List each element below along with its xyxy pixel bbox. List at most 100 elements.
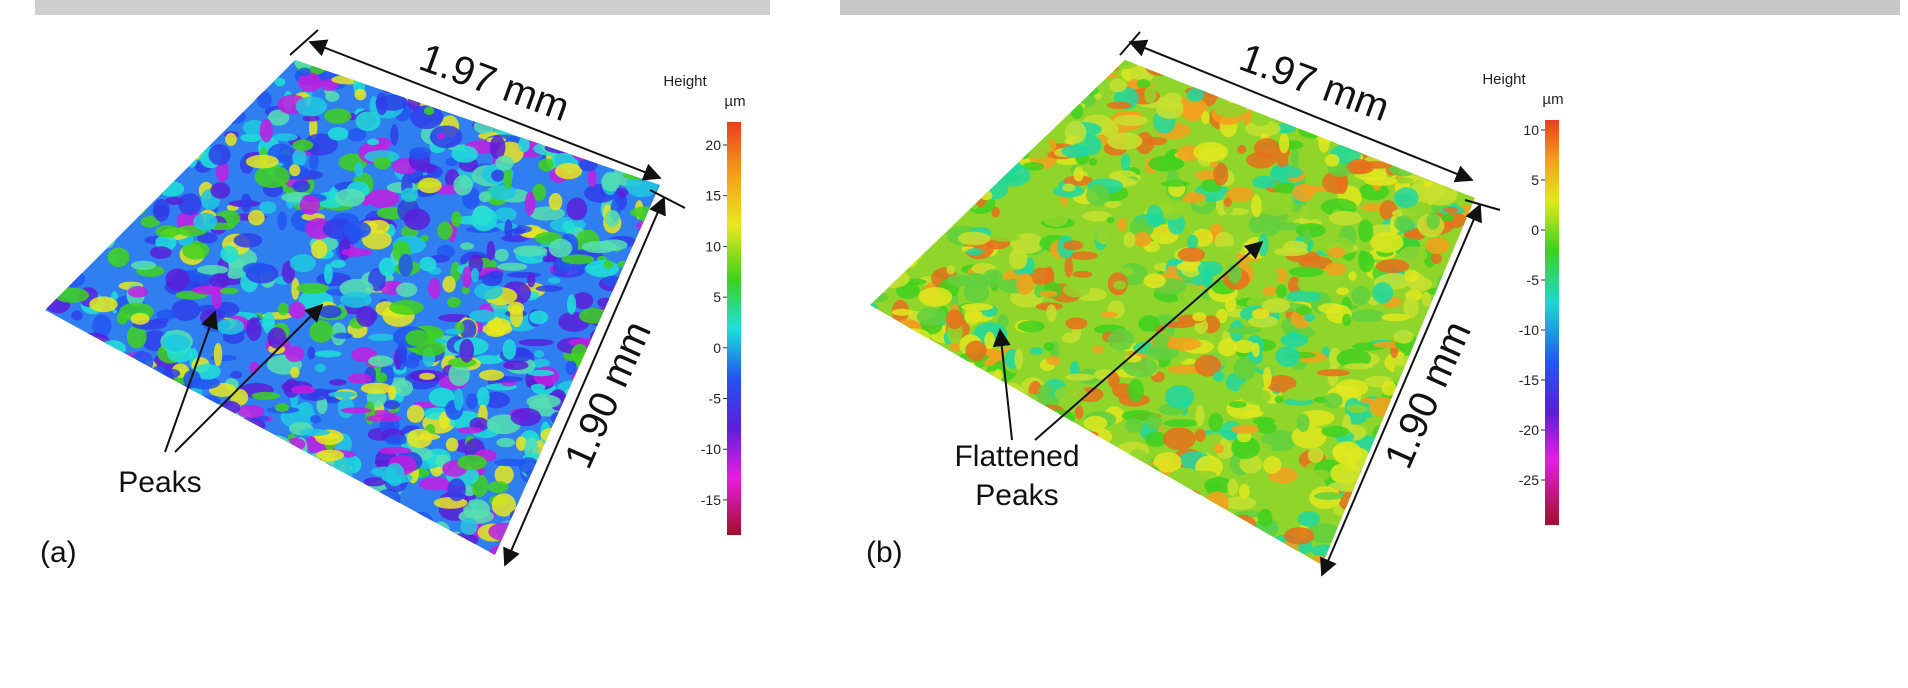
- surface-blob: [130, 312, 150, 325]
- surface-blob: [1174, 542, 1183, 552]
- surface-blob: [274, 77, 286, 87]
- surface-blob: [327, 391, 357, 398]
- surface-blob: [453, 388, 464, 411]
- surface-blob: [1351, 285, 1371, 306]
- surface-blob: [870, 108, 875, 120]
- surface-blob: [1382, 64, 1398, 81]
- surface-blob: [617, 260, 630, 268]
- surface-blob: [518, 338, 554, 347]
- surface-blob: [368, 355, 394, 367]
- surface-blob: [554, 502, 566, 519]
- surface-blob: [466, 393, 478, 409]
- surface-blob: [1062, 183, 1076, 192]
- surface-blob: [196, 120, 227, 133]
- surface-blob: [887, 248, 908, 259]
- surface-blob: [1413, 486, 1424, 503]
- surface-blob: [1422, 522, 1455, 538]
- surface-blob: [400, 187, 419, 203]
- surface-blob: [79, 360, 96, 367]
- surface-blob: [1434, 529, 1462, 550]
- surface-blob: [1292, 183, 1315, 202]
- surface-blob: [548, 192, 563, 211]
- surface-blob: [261, 501, 289, 519]
- surface-blob: [1184, 475, 1204, 492]
- surface-blob: [246, 317, 262, 342]
- surface-blob: [1043, 341, 1055, 352]
- surface-blob: [102, 128, 115, 138]
- surface-blob: [1040, 290, 1058, 297]
- surface-blob: [1148, 155, 1185, 172]
- annotation: Peaks: [118, 466, 201, 499]
- surface-blob: [126, 75, 149, 89]
- surface-blob: [60, 269, 85, 288]
- surface-blob: [941, 178, 967, 198]
- surface-blob: [889, 169, 926, 177]
- surface-blob: [251, 391, 280, 400]
- surface-blob: [160, 136, 184, 143]
- surface-blob: [870, 187, 891, 205]
- surface-blob: [1146, 493, 1167, 515]
- surface-blob: [884, 66, 902, 82]
- surface-blob: [1043, 60, 1074, 74]
- surface-blob: [652, 542, 660, 555]
- surface-blob: [110, 173, 137, 185]
- surface-blob: [900, 173, 910, 186]
- surface-blob: [1080, 85, 1099, 96]
- surface-blob: [1453, 409, 1475, 426]
- surface-blob: [642, 290, 660, 299]
- surface-blob: [459, 319, 477, 340]
- surface-blob: [62, 219, 76, 237]
- surface-blob: [1399, 246, 1428, 264]
- surface-blob: [57, 467, 71, 475]
- surface-blob: [1447, 500, 1459, 524]
- surface-blob: [133, 397, 162, 415]
- surface-blob: [1342, 313, 1352, 327]
- surface-blob: [634, 88, 648, 96]
- surface-blob: [890, 70, 908, 80]
- surface-blob: [91, 103, 101, 124]
- surface-blob: [537, 514, 571, 531]
- surface-blob: [210, 182, 231, 199]
- surface-blob: [1023, 67, 1050, 91]
- surface-blob: [1239, 454, 1263, 474]
- surface-blob: [288, 301, 306, 319]
- surface-blob: [1297, 511, 1321, 527]
- surface-blob: [552, 465, 561, 481]
- surface-blob: [1233, 357, 1257, 381]
- surface-blob: [631, 462, 642, 471]
- surface-blob: [659, 331, 660, 347]
- surface-blob: [462, 266, 472, 289]
- surface-blob: [139, 371, 148, 378]
- surface-blob: [488, 184, 517, 201]
- surface-blob: [252, 459, 276, 470]
- surface-blob: [586, 99, 596, 121]
- surface-blob: [960, 135, 976, 159]
- surface-blob: [45, 182, 57, 195]
- surface-blob: [984, 331, 995, 350]
- surface-blob: [58, 421, 80, 429]
- surface-blob: [1153, 525, 1180, 544]
- surface-blob: [167, 60, 180, 69]
- surface-blob: [1258, 362, 1280, 372]
- surface-blob: [222, 443, 254, 461]
- surface-blob: [1167, 364, 1203, 375]
- surface-blob: [902, 539, 916, 556]
- surface-blob: [95, 374, 128, 387]
- surface-blob: [527, 369, 555, 377]
- surface-blob: [104, 138, 120, 146]
- colorbar-tick-label: 15: [705, 188, 721, 204]
- surface-blob: [643, 494, 660, 512]
- surface-blob: [876, 202, 906, 226]
- surface-blob: [650, 530, 660, 544]
- surface-blob: [51, 88, 79, 102]
- surface-blob: [1078, 60, 1111, 76]
- surface-blob: [1046, 355, 1061, 366]
- surface-blob: [368, 333, 395, 342]
- surface-blob: [562, 220, 576, 234]
- surface-blob: [889, 206, 908, 223]
- surface-blob: [1118, 528, 1149, 547]
- surface-blob: [1408, 476, 1443, 496]
- surface-blob: [877, 155, 895, 173]
- surface-blob: [45, 473, 58, 481]
- surface-blob: [1462, 80, 1475, 96]
